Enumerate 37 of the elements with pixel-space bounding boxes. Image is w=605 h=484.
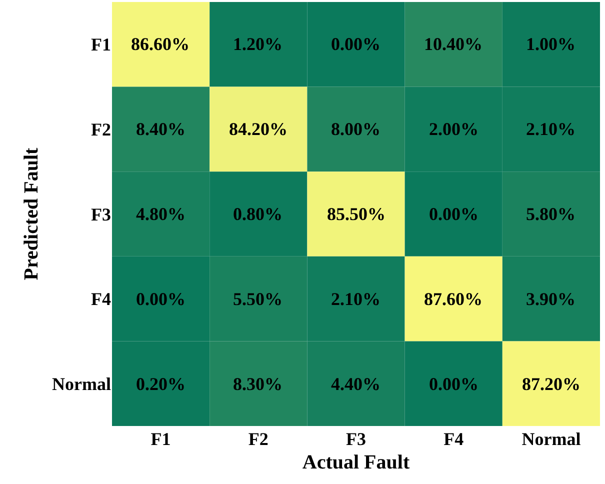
- data-label: 0.80%: [233, 204, 282, 224]
- data-label: 5.80%: [526, 204, 576, 224]
- data-label: 2.10%: [331, 289, 380, 309]
- data-label: 87.60%: [424, 289, 482, 309]
- data-label: 87.20%: [522, 374, 580, 394]
- x-tick-label: F3: [346, 429, 366, 449]
- data-label: 1.00%: [526, 34, 576, 54]
- x-tick-label: F2: [248, 429, 268, 449]
- y-tick-label: F3: [91, 204, 111, 224]
- x-tick-label: F4: [444, 429, 464, 449]
- data-label: 8.30%: [233, 374, 282, 394]
- data-label: 10.40%: [424, 34, 482, 54]
- data-label: 0.00%: [331, 34, 380, 54]
- data-label: 0.20%: [136, 374, 186, 394]
- x-tick-label: F1: [150, 429, 171, 449]
- data-label: 3.90%: [526, 289, 576, 309]
- data-label: 8.40%: [136, 119, 186, 139]
- y-tick-label: F4: [91, 289, 111, 310]
- data-label: 85.50%: [327, 204, 386, 224]
- x-axis-title: Actual Fault: [302, 452, 410, 474]
- y-axis-title: Predicted Fault: [20, 147, 43, 280]
- y-tick-label: Normal: [52, 374, 111, 394]
- data-label: 84.20%: [229, 119, 288, 139]
- y-tick-label: F1: [91, 34, 111, 55]
- y-tick-label: F2: [91, 120, 111, 140]
- data-label: 86.60%: [131, 34, 190, 54]
- data-label: 4.80%: [136, 204, 186, 224]
- data-label: 8.00%: [331, 119, 380, 139]
- data-label: 0.00%: [429, 204, 478, 224]
- data-label: 0.00%: [136, 289, 186, 309]
- data-label: 2.10%: [526, 119, 576, 139]
- x-tick-label: Normal: [522, 429, 581, 449]
- data-label: 2.00%: [429, 119, 478, 139]
- data-label: 1.20%: [233, 34, 282, 54]
- data-label: 0.00%: [429, 374, 478, 394]
- data-label: 4.40%: [331, 374, 380, 394]
- data-label: 5.50%: [233, 289, 282, 309]
